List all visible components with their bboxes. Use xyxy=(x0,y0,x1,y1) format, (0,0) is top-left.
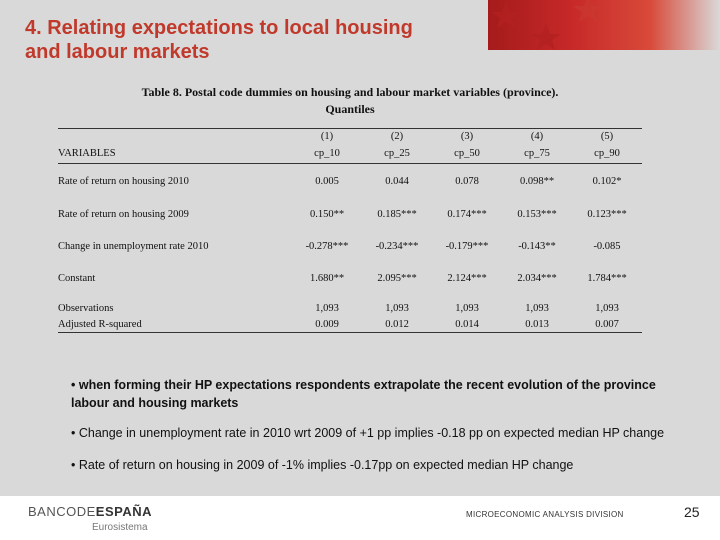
table-caption-line-1: Table 8. Postal code dummies on housing … xyxy=(141,85,559,99)
regression-table: (1) (2) (3) (4) (5) VARIABLES cp_10 cp_2… xyxy=(58,128,642,333)
table-row: Constant 1.680** 2.095*** 2.124*** 2.034… xyxy=(58,262,642,294)
variables-header: VARIABLES xyxy=(58,143,292,164)
cell: 2.095*** xyxy=(377,272,417,284)
cell: 0.078 xyxy=(455,175,479,187)
bullet-item: • Rate of return on housing in 2009 of -… xyxy=(71,458,574,472)
slide-title: 4. Relating expectations to local housin… xyxy=(25,16,475,64)
star-icon xyxy=(531,24,561,50)
table-header-numbers-row: (1) (2) (3) (4) (5) xyxy=(58,128,642,143)
bullet-list: • when forming their HP expectations res… xyxy=(71,376,671,488)
col-num: (1) xyxy=(292,128,362,143)
col-num: (2) xyxy=(362,128,432,143)
row-label: Change in unemployment rate 2010 xyxy=(58,240,209,252)
cell: 2.034*** xyxy=(517,272,557,284)
table-row: Rate of return on housing 2010 0.005 0.0… xyxy=(58,164,642,199)
star-icon xyxy=(573,0,603,22)
col-label: cp_50 xyxy=(432,143,502,164)
cell: 0.098** xyxy=(519,175,555,187)
division-label: MICROECONOMIC ANALYSIS DIVISION xyxy=(466,510,624,519)
col-num: (3) xyxy=(432,128,502,143)
stars-graphic xyxy=(491,0,603,50)
cell: 0.102* xyxy=(592,175,622,187)
cell: -0.234*** xyxy=(375,240,419,252)
table-row: Change in unemployment rate 2010 -0.278*… xyxy=(58,230,642,262)
cell: 0.123*** xyxy=(587,208,627,220)
row-label: Adjusted R-squared xyxy=(58,316,292,333)
cell: 0.174*** xyxy=(447,208,487,220)
page-number: 25 xyxy=(684,504,700,520)
decorative-flag-banner xyxy=(488,0,720,50)
title-line-1: 4. Relating expectations to local housin… xyxy=(25,17,413,39)
row-label: Observations xyxy=(58,302,114,314)
cell: 1,093 xyxy=(595,302,619,314)
cell: 0.044 xyxy=(385,175,409,187)
bullet-item: • Change in unemployment rate in 2010 wr… xyxy=(71,426,665,440)
banco-de-espana-logo: BANCODEESPAÑA xyxy=(28,504,152,519)
cell: -0.179*** xyxy=(445,240,489,252)
cell: 0.185*** xyxy=(377,208,417,220)
cell: 1,093 xyxy=(385,302,409,314)
table-header-labels-row: VARIABLES cp_10 cp_25 cp_50 cp_75 cp_90 xyxy=(58,143,642,164)
cell: 0.012 xyxy=(362,316,432,333)
table-caption-line-2: Quantiles xyxy=(325,102,375,116)
observations-row: Observations 1,093 1,093 1,093 1,093 1,0… xyxy=(58,294,642,316)
row-label: Rate of return on housing 2009 xyxy=(58,208,189,220)
cell: 0.009 xyxy=(292,316,362,333)
cell: -0.143** xyxy=(518,240,556,252)
cell: 1,093 xyxy=(315,302,339,314)
col-label: cp_25 xyxy=(362,143,432,164)
bullet-item: • when forming their HP expectations res… xyxy=(71,378,656,410)
title-line-2: and labour markets xyxy=(25,41,210,63)
cell: 1,093 xyxy=(525,302,549,314)
cell: 0.013 xyxy=(502,316,572,333)
cell: 0.153*** xyxy=(517,208,557,220)
cell: -0.278*** xyxy=(305,240,349,252)
table-caption: Table 8. Postal code dummies on housing … xyxy=(60,84,640,118)
col-label: cp_10 xyxy=(292,143,362,164)
footer: BANCODEESPAÑA Eurosistema MICROECONOMIC … xyxy=(0,496,720,540)
cell: 0.014 xyxy=(432,316,502,333)
col-label: cp_90 xyxy=(572,143,642,164)
cell: 0.005 xyxy=(315,175,339,187)
cell: 0.150** xyxy=(309,208,345,220)
cell: -0.085 xyxy=(593,240,621,252)
col-num: (4) xyxy=(502,128,572,143)
eurosystem-label: Eurosistema xyxy=(92,522,148,533)
col-num: (5) xyxy=(572,128,642,143)
r-squared-row: Adjusted R-squared 0.009 0.012 0.014 0.0… xyxy=(58,316,642,333)
cell: 1,093 xyxy=(455,302,479,314)
cell: 2.124*** xyxy=(447,272,487,284)
logo-bold-text: ESPAÑA xyxy=(95,504,153,519)
cell: 1.784*** xyxy=(587,272,627,284)
logo-light-text: BANCODE xyxy=(28,504,96,519)
cell: 1.680** xyxy=(309,272,345,284)
row-label: Constant xyxy=(58,272,96,284)
row-label: Rate of return on housing 2010 xyxy=(58,175,189,187)
cell: 0.007 xyxy=(572,316,642,333)
col-label: cp_75 xyxy=(502,143,572,164)
table-row: Rate of return on housing 2009 0.150** 0… xyxy=(58,198,642,230)
star-icon xyxy=(491,2,521,28)
